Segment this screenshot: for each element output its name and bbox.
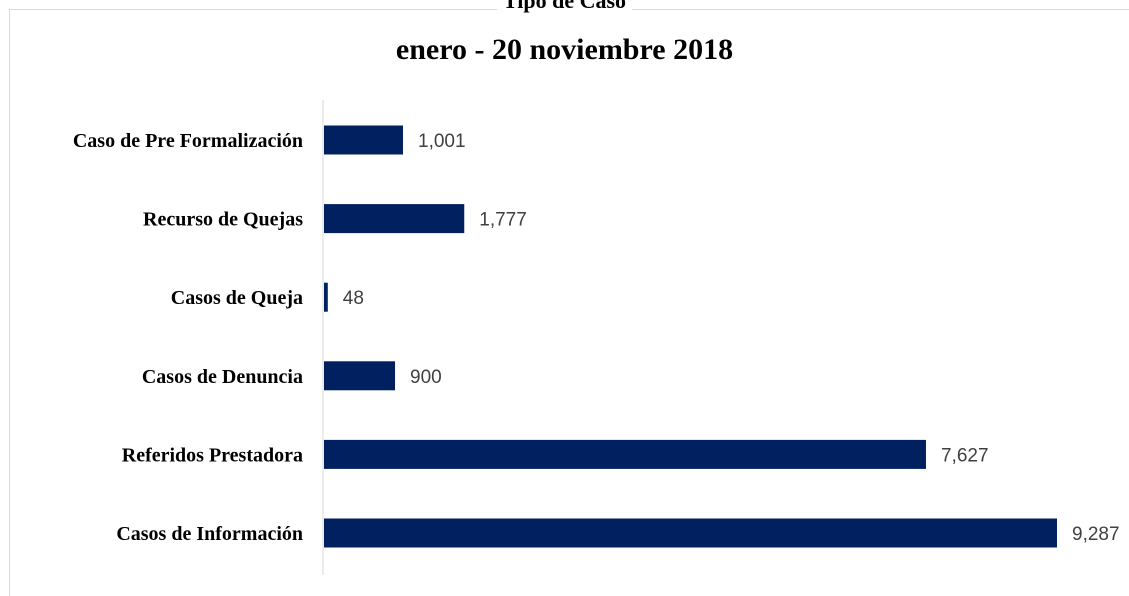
category-label-4: Referidos Prestadora — [122, 444, 303, 466]
bar-5 — [324, 518, 1057, 548]
category-label-1: Recurso de Quejas — [143, 209, 303, 231]
value-label-2: 48 — [343, 288, 364, 309]
category-label-3: Casos de Denuncia — [142, 366, 303, 388]
bar-1 — [324, 204, 465, 234]
value-label-4: 7,627 — [941, 445, 989, 466]
bars-group: Caso de Pre Formalización 1,001 Recurso de… — [73, 125, 1120, 548]
bar-4 — [324, 439, 926, 469]
bar-3 — [324, 361, 396, 391]
value-label-5: 9,287 — [1072, 524, 1120, 545]
bar-2 — [324, 282, 328, 312]
category-label-5: Casos de Información — [116, 523, 303, 545]
chart-subtitle: enero - 20 noviembre 2018 — [395, 33, 734, 66]
bar-0 — [324, 125, 404, 155]
value-label-1: 1,777 — [479, 210, 527, 231]
chart-title: Tipo de Caso — [0, 0, 1129, 14]
category-label-0: Caso de Pre Formalización — [73, 130, 303, 152]
chart-title-text: Tipo de Caso — [496, 0, 633, 13]
value-label-3: 900 — [410, 367, 442, 388]
value-label-0: 1,001 — [418, 131, 466, 152]
category-label-2: Casos de Queja — [171, 287, 303, 309]
